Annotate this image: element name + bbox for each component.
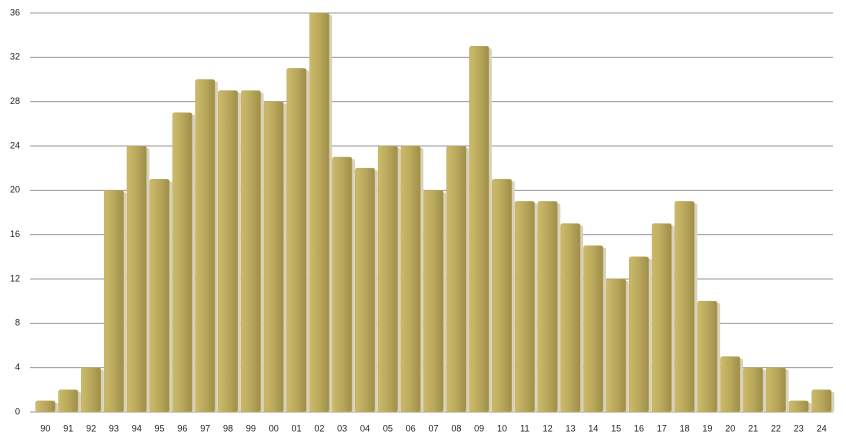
x-tick-label: 93	[109, 423, 119, 433]
x-tick-label: 95	[155, 423, 165, 433]
y-tick-label: 12	[10, 273, 20, 283]
x-tick-label: 14	[588, 423, 598, 433]
bar	[651, 223, 672, 413]
bar	[697, 300, 718, 413]
x-tick-label: 13	[565, 423, 575, 433]
y-tick-label: 4	[15, 362, 20, 372]
y-tick-label: 8	[15, 318, 20, 328]
x-tick-label: 06	[406, 423, 416, 433]
bar	[583, 245, 604, 413]
bar	[240, 90, 261, 413]
bar	[35, 400, 56, 413]
x-tick-label: 23	[794, 423, 804, 433]
y-tick-label: 32	[10, 52, 20, 62]
x-tick-label: 16	[634, 423, 644, 433]
x-tick-label: 00	[269, 423, 279, 433]
bar	[492, 179, 512, 413]
bar	[788, 400, 809, 413]
x-tick-label: 17	[657, 423, 667, 433]
bar	[263, 101, 284, 413]
x-tick-label: 24	[817, 423, 827, 433]
x-tick-label: 18	[680, 423, 690, 433]
x-tick-label: 09	[474, 423, 484, 433]
x-tick-label: 03	[337, 423, 347, 433]
x-tick-label: 91	[63, 423, 73, 433]
y-tick-label: 36	[10, 7, 20, 17]
x-tick-label: 98	[223, 423, 233, 433]
bar	[629, 256, 649, 413]
bar	[765, 367, 786, 413]
y-tick-label: 28	[10, 96, 20, 106]
bar	[149, 179, 170, 413]
x-tick-label: 21	[748, 423, 758, 433]
bar	[514, 201, 535, 413]
x-tick-label: 08	[451, 423, 461, 433]
x-tick-label: 92	[86, 423, 96, 433]
x-tick-label: 97	[200, 423, 210, 433]
x-tick-label: 22	[771, 423, 781, 433]
x-tick-label: 12	[543, 423, 553, 433]
y-tick-label: 20	[10, 185, 20, 195]
x-tick-label: 15	[611, 423, 621, 433]
bar	[469, 46, 490, 413]
bar	[172, 112, 193, 413]
bar	[377, 145, 398, 413]
bar	[355, 167, 375, 413]
bar	[195, 79, 216, 413]
bar	[674, 201, 695, 413]
y-tick-label: 0	[15, 406, 20, 416]
bar	[58, 389, 79, 413]
bar	[560, 223, 581, 413]
bar	[332, 156, 353, 413]
bar	[218, 90, 238, 413]
bar	[811, 389, 832, 413]
bar	[81, 367, 102, 413]
bar	[309, 12, 330, 413]
y-tick-label: 16	[10, 229, 20, 239]
y-tick-label: 24	[10, 140, 20, 150]
bar	[400, 145, 421, 413]
x-tick-label: 20	[725, 423, 735, 433]
x-tick-label: 90	[40, 423, 50, 433]
x-tick-label: 94	[132, 423, 142, 433]
x-tick-label: 96	[177, 423, 187, 433]
bar	[103, 190, 124, 413]
bar	[286, 68, 307, 413]
bar	[720, 356, 741, 413]
x-tick-label: 01	[292, 423, 302, 433]
bar	[446, 145, 467, 413]
x-tick-label: 04	[360, 423, 370, 433]
bar	[606, 278, 627, 413]
x-tick-label: 19	[702, 423, 712, 433]
bar	[126, 145, 147, 413]
bar	[743, 367, 764, 413]
x-tick-label: 07	[428, 423, 438, 433]
x-tick-label: 10	[497, 423, 507, 433]
bar	[537, 201, 558, 413]
x-tick-label: 99	[246, 423, 256, 433]
x-tick-label: 05	[383, 423, 393, 433]
x-tick-label: 11	[520, 423, 529, 433]
bar	[423, 190, 444, 413]
x-tick-label: 02	[314, 423, 324, 433]
